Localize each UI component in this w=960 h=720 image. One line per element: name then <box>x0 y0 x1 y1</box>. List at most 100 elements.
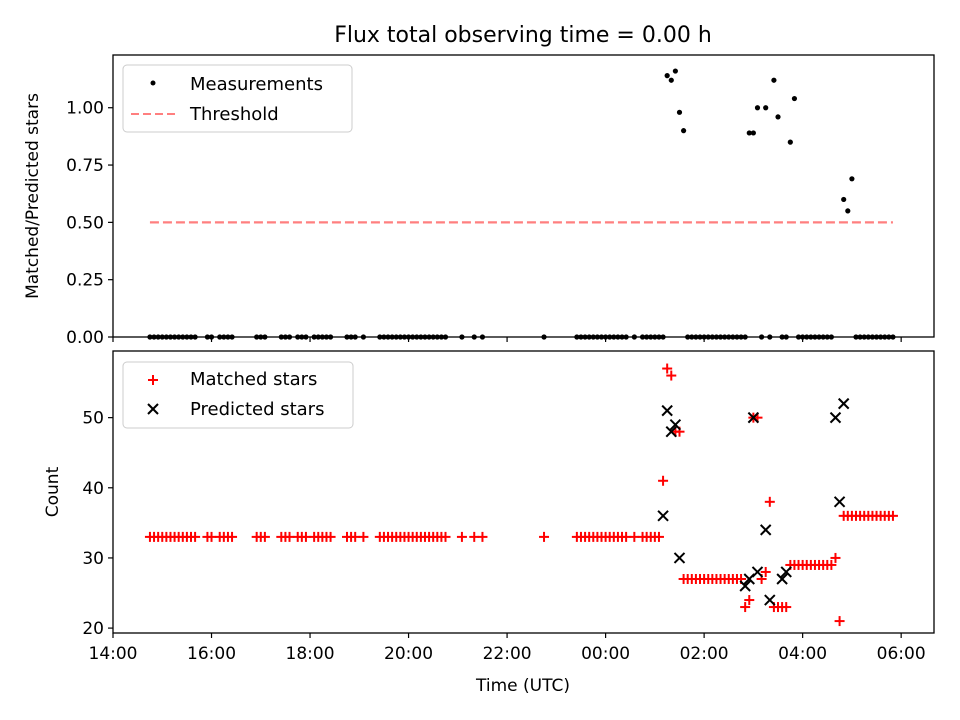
measurement-point <box>779 334 785 340</box>
top-y-axis-label: Matched/Predicted stars <box>23 93 43 299</box>
measurement-point <box>726 334 732 340</box>
measurement-point <box>594 334 600 340</box>
measurement-point <box>590 334 596 340</box>
x-axis-label: Time (UTC) <box>475 676 570 696</box>
measurement-point <box>360 334 367 340</box>
measurement-point <box>713 334 720 340</box>
predicted-stars-point <box>780 566 792 578</box>
x-tick-label: 20:00 <box>384 644 433 664</box>
matched-stars-point <box>440 531 451 542</box>
measurement-point <box>426 334 432 340</box>
x-tick-label: 06:00 <box>877 644 926 664</box>
x-tick-label: 02:00 <box>680 644 729 664</box>
measurement-point <box>381 334 387 340</box>
measurement-point <box>258 334 264 340</box>
measurement-point <box>159 334 165 340</box>
matched-stars-point <box>764 496 775 507</box>
measurement-point <box>151 334 157 340</box>
measurement-point <box>824 334 830 340</box>
measurement-point <box>586 334 592 340</box>
matched-stars-point <box>662 363 673 374</box>
measurement-point <box>471 334 477 340</box>
measurement-point <box>352 334 358 340</box>
top-plot-area <box>147 68 896 340</box>
x-tick-label: 04:00 <box>778 644 827 664</box>
matched-stars-point <box>325 531 336 542</box>
measurement-point <box>849 176 855 182</box>
matched-stars-point <box>830 552 841 563</box>
measurement-point <box>865 334 871 340</box>
y-tick-label: 1.00 <box>66 99 104 119</box>
measurement-point <box>861 334 867 340</box>
measurement-point <box>430 334 436 340</box>
measurement-point <box>163 334 169 340</box>
predicted-stars-point <box>747 411 760 424</box>
matched-stars-point <box>653 531 664 542</box>
measurement-point <box>734 334 740 340</box>
measurement-point <box>171 334 178 340</box>
matched-stars-point <box>760 566 771 577</box>
predicted-stars-point <box>669 418 682 431</box>
measurement-point <box>286 334 293 340</box>
measurement-point <box>303 334 309 340</box>
measurement-point <box>730 334 736 340</box>
measurement-point <box>623 334 629 340</box>
measurement-point <box>204 334 211 340</box>
bottom-y-axis-label: Count <box>43 466 63 517</box>
measurement-point <box>147 334 153 340</box>
y-tick-label: 50 <box>82 409 104 429</box>
measurement-point <box>315 334 321 340</box>
legend-predicted-stars-marker <box>147 403 159 415</box>
top-y-ticks: 0.00 0.25 0.50 0.75 1.00 <box>66 99 113 348</box>
predicted-stars-point <box>759 524 772 536</box>
measurement-point <box>664 73 670 79</box>
measurement-point <box>410 334 416 340</box>
legend-matched-stars-marker <box>148 375 158 385</box>
measurement-point <box>615 334 621 340</box>
bottom-plot-area <box>144 363 898 627</box>
measurement-point <box>295 334 301 340</box>
bottom-panel: 20 30 40 50 14:00 16:00 18:00 20:00 22:00 00:00 0… <box>43 350 935 664</box>
y-tick-label: 0.25 <box>66 271 104 291</box>
measurement-point <box>869 334 876 340</box>
measurement-point <box>582 334 588 340</box>
measurement-point <box>656 334 662 340</box>
matched-stars-point <box>781 602 792 613</box>
y-tick-label: 0.75 <box>66 156 104 176</box>
y-tick-label: 30 <box>82 549 104 569</box>
measurement-point <box>763 105 769 111</box>
measurement-point <box>882 334 888 340</box>
measurement-point <box>853 334 859 340</box>
predicted-stars-point <box>657 510 669 522</box>
bottom-x-ticks: 14:00 16:00 18:00 20:00 22:00 00:00 02:00 04:00… <box>89 633 926 664</box>
measurement-point <box>377 334 383 340</box>
measurement-point <box>800 334 806 340</box>
measurement-point <box>229 334 235 340</box>
predicted-stars-point <box>665 425 677 438</box>
measurement-point <box>820 334 826 340</box>
measurement-point <box>631 334 637 340</box>
measurement-point <box>816 334 822 340</box>
measurement-point <box>886 334 892 340</box>
matched-stars-point <box>190 531 201 542</box>
x-tick-label: 14:00 <box>89 644 138 664</box>
measurement-point <box>180 334 186 340</box>
legend-threshold-label: Threshold <box>189 104 279 125</box>
measurement-point <box>176 334 182 340</box>
measurement-point <box>709 334 715 340</box>
measurement-point <box>828 334 834 340</box>
matched-stars-point <box>456 531 467 542</box>
measurement-point <box>311 334 317 340</box>
measurement-point <box>348 334 354 340</box>
measurement-point <box>389 334 395 340</box>
measurement-point <box>619 334 625 340</box>
measurement-point <box>393 334 399 340</box>
measurement-point <box>192 334 198 340</box>
measurement-point <box>405 334 412 340</box>
measurement-point <box>660 334 666 340</box>
measurement-point <box>808 334 814 340</box>
measurement-point <box>603 334 609 340</box>
measurement-point <box>676 109 683 115</box>
matched-stars-point <box>744 595 755 606</box>
measurement-point <box>758 334 765 340</box>
